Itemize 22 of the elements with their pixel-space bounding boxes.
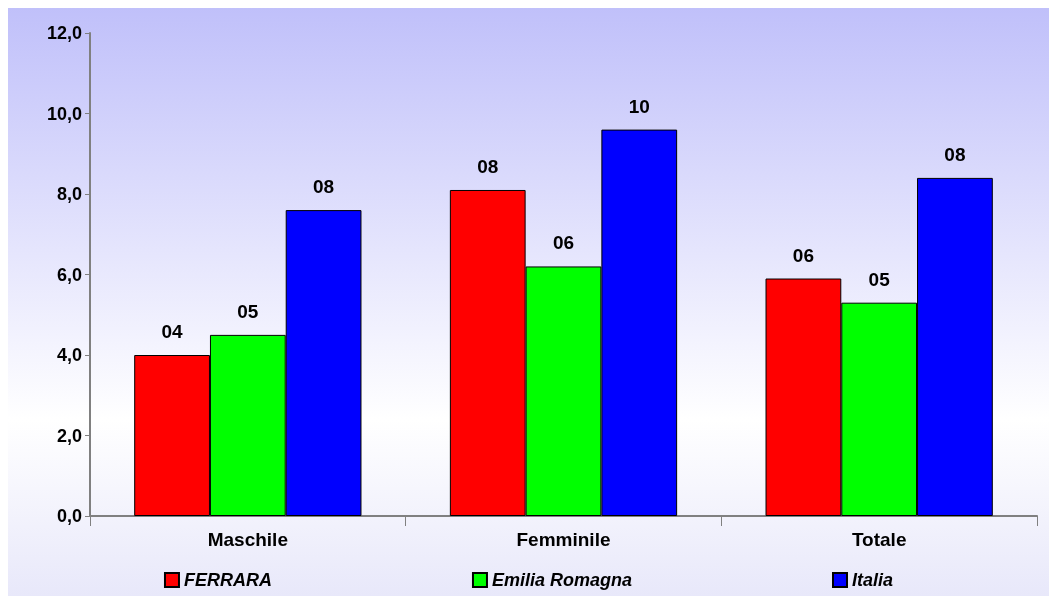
data-label: 08 [477,155,499,177]
legend-label: Italia [852,570,894,590]
x-tick-label: Maschile [207,529,288,550]
data-label: 05 [868,268,891,290]
y-tick-label: 6,0 [56,264,82,285]
y-tick-label: 10,0 [46,103,82,124]
y-tick-label: 8,0 [56,184,82,204]
x-tick-label: Totale [851,529,907,550]
x-tick-label: Femminile [516,529,611,550]
legend-label: FERRARA [183,570,272,590]
data-label: 05 [237,300,259,322]
y-tick-label: 12,0 [46,23,82,43]
data-label: 04 [161,321,184,342]
y-tick-label: 0,0 [56,506,82,526]
legend-label: Emilia Romagna [491,570,633,590]
y-tick-label: 2,0 [56,425,82,446]
data-label: 08 [313,176,335,198]
data-label: 10 [628,95,650,117]
data-label: 06 [552,232,575,254]
data-label: 06 [792,244,814,266]
y-tick-label: 4,0 [56,345,82,365]
data-label: 08 [944,143,966,165]
